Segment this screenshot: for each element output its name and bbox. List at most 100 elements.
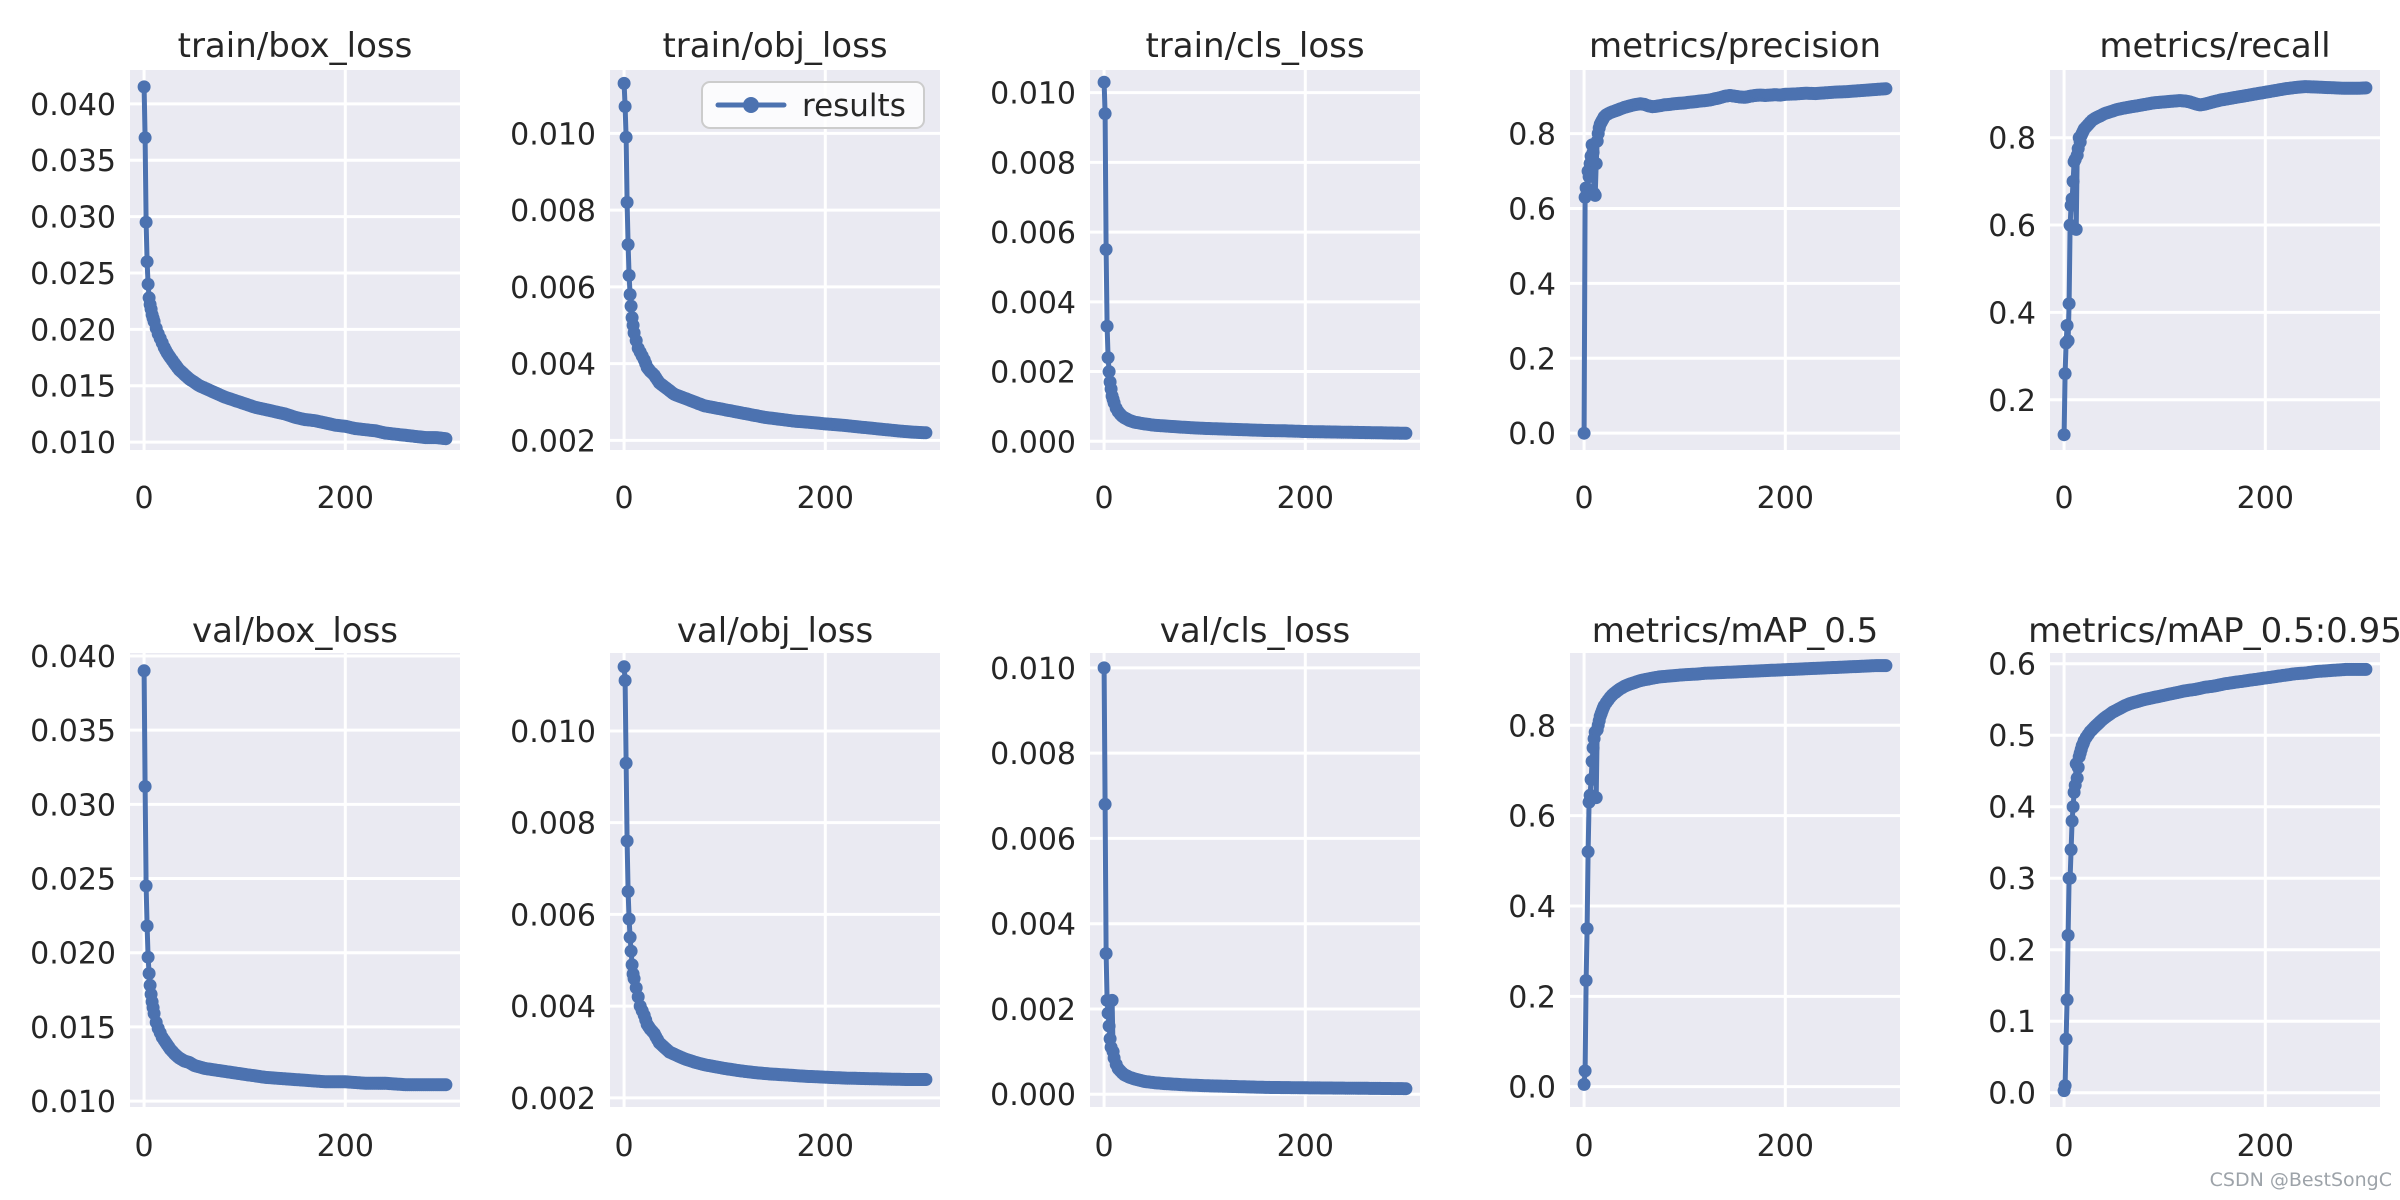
y-tick-label: 0.4 <box>1988 791 2036 826</box>
legend-label: results <box>802 88 906 124</box>
plot-area <box>2050 70 2380 450</box>
data-marker <box>1578 1064 1592 1078</box>
data-marker <box>1579 974 1593 987</box>
y-tick-label: 0.025 <box>30 257 116 292</box>
subplot-title: val/obj_loss <box>677 611 873 651</box>
data-marker <box>140 255 154 269</box>
plot-area <box>1570 70 1900 450</box>
data-marker <box>2060 319 2074 332</box>
data-marker <box>1099 947 1113 960</box>
data-marker <box>1589 791 1603 805</box>
y-tick-label: 0.030 <box>30 201 116 236</box>
subplot-train-obj-loss: 0.010 0.008 0.006 0.004 0.002 0 200 train/obj_l… <box>510 26 940 516</box>
y-tick-label: 0.4 <box>1988 296 2036 331</box>
data-marker <box>141 277 155 291</box>
plot-area <box>1090 653 1420 1107</box>
data-marker <box>439 432 453 446</box>
series-markers <box>617 660 933 1086</box>
subplot-title: val/cls_loss <box>1160 611 1350 651</box>
data-marker <box>1097 75 1111 89</box>
x-tick-label: 0 <box>2055 1129 2074 1164</box>
y-tick-label: 0.010 <box>30 1085 116 1120</box>
y-tick-label: 0.4 <box>1508 267 1556 302</box>
data-marker <box>2065 814 2079 828</box>
plot-area <box>610 653 940 1107</box>
y-tick-label: 0.000 <box>990 425 1076 460</box>
data-marker <box>1399 426 1413 440</box>
y-tick-label: 0.008 <box>510 194 596 229</box>
data-marker <box>137 664 151 678</box>
y-tick-label: 0.4 <box>1508 890 1556 925</box>
data-marker <box>1577 1077 1591 1091</box>
subplot-title: train/cls_loss <box>1145 26 1364 66</box>
data-marker <box>1580 922 1594 936</box>
y-tick-label: 0.6 <box>1988 648 2036 683</box>
legend-box <box>701 81 925 129</box>
data-marker <box>2059 1032 2073 1046</box>
x-tick-label: 0 <box>1575 1129 1594 1164</box>
data-marker <box>2066 174 2080 188</box>
y-tick-label: 0.2 <box>1988 384 2036 419</box>
series-markers <box>137 80 453 446</box>
x-tick-label: 200 <box>797 1129 854 1164</box>
data-marker <box>617 76 631 90</box>
y-tick-label: 0.8 <box>1508 118 1556 153</box>
data-marker <box>2066 800 2080 814</box>
plot-area <box>2050 653 2380 1107</box>
x-tick-label: 200 <box>1277 1129 1334 1164</box>
series-markers <box>1097 661 1413 1096</box>
plot-area <box>130 70 460 450</box>
data-marker <box>621 238 635 252</box>
subplot-metrics-map-0-5: 0.8 0.6 0.4 0.2 0.0 0 200 metrics/mAP_0.5 <box>1508 611 1900 1164</box>
data-marker <box>621 885 635 898</box>
y-tick-label: 0.3 <box>1988 862 2036 897</box>
subplot-train-cls-loss: 0.010 0.008 0.006 0.004 0.002 0.000 0 200 train/… <box>990 26 1420 516</box>
subplot-train-box-loss: 0.040 0.035 0.030 0.025 0.020 0.015 0.010 0 200 t… <box>30 26 460 516</box>
x-tick-label: 200 <box>2237 481 2294 516</box>
y-tick-label: 0.0 <box>1508 417 1556 452</box>
subplot-title: metrics/recall <box>2099 26 2330 66</box>
x-tick-label: 0 <box>135 1129 154 1164</box>
y-tick-label: 0.2 <box>1508 342 1556 377</box>
data-marker <box>1582 170 1596 184</box>
data-marker <box>2058 367 2072 381</box>
data-marker <box>617 660 631 674</box>
data-marker <box>2063 871 2077 885</box>
legend: results <box>701 81 925 129</box>
data-marker <box>1589 157 1603 171</box>
data-marker <box>2061 928 2075 942</box>
data-marker <box>2359 81 2373 95</box>
data-marker <box>2061 334 2075 348</box>
data-marker <box>1100 319 1114 333</box>
x-tick-label: 200 <box>1277 481 1334 516</box>
data-marker <box>2071 760 2085 774</box>
data-marker <box>1101 351 1115 365</box>
data-marker <box>1586 145 1600 159</box>
y-tick-label: 0.000 <box>990 1078 1076 1113</box>
series-markers <box>137 664 453 1092</box>
data-marker <box>1099 243 1113 256</box>
y-tick-label: 0.8 <box>1508 709 1556 744</box>
subplot-title: train/box_loss <box>178 26 413 66</box>
watermark: CSDN @BestSongC <box>2210 1169 2392 1191</box>
x-tick-label: 0 <box>2055 481 2074 516</box>
x-tick-label: 0 <box>1095 481 1114 516</box>
data-marker <box>2064 843 2078 857</box>
series-markers <box>1097 75 1413 440</box>
data-marker <box>2058 1079 2072 1093</box>
data-marker <box>2359 662 2373 676</box>
y-tick-label: 0.0 <box>1988 1077 2036 1112</box>
data-marker <box>142 967 156 980</box>
data-marker <box>2065 192 2079 206</box>
y-tick-label: 0.002 <box>990 356 1076 391</box>
series-markers <box>2057 80 2373 442</box>
x-tick-label: 200 <box>317 481 374 516</box>
x-tick-label: 200 <box>2237 1129 2294 1164</box>
subplot-title: val/box_loss <box>192 611 398 651</box>
y-tick-label: 0.5 <box>1988 719 2036 754</box>
y-tick-label: 0.6 <box>1508 800 1556 835</box>
data-marker <box>138 131 152 145</box>
subplot-title: train/obj_loss <box>662 26 887 66</box>
data-marker <box>1588 188 1602 202</box>
